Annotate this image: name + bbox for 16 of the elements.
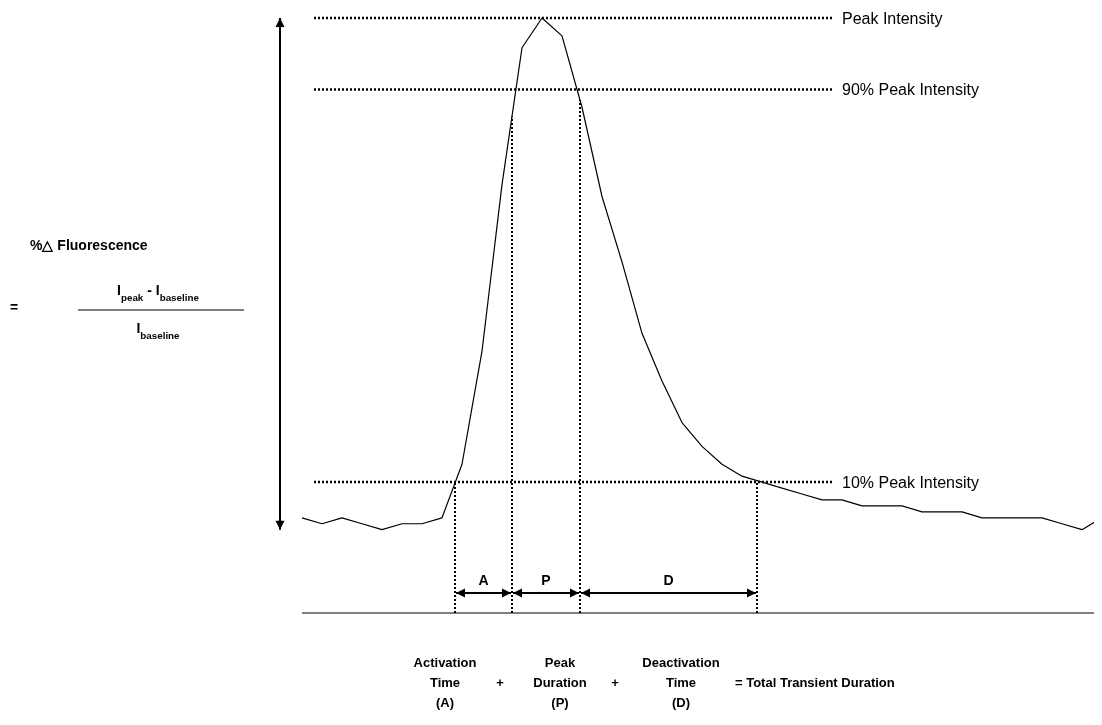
annotation: P [541, 572, 551, 588]
text: I$_{peak}$ - I$_{baseline}$ [117, 282, 200, 303]
text: Peak Duration (P) [533, 655, 587, 710]
text: = Total Transient Duration [735, 675, 895, 690]
text: + [611, 675, 620, 690]
text: + [496, 675, 505, 690]
annotation: D [663, 572, 674, 588]
text: Activation Time (A) [413, 655, 477, 710]
text: = [10, 299, 19, 315]
ref-line-label: 90% Peak Intensity [842, 81, 979, 99]
text: %△ Fluorescence [30, 237, 148, 253]
annotation: A [478, 572, 489, 588]
text: Deactivation Time (D) [642, 655, 720, 710]
ref-line-label: Peak Intensity [842, 10, 943, 27]
ref-line-label: 10% Peak Intensity [842, 474, 979, 492]
text: I$_{baseline}$ [136, 320, 181, 341]
